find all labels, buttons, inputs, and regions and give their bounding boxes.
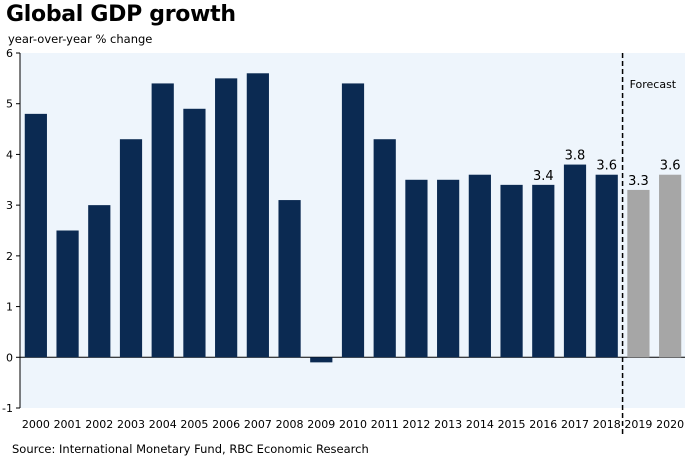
bar-2007 — [246, 73, 269, 358]
x-tick-label: 2014 — [466, 418, 494, 431]
y-tick-label: 2 — [6, 250, 13, 263]
x-tick-label: 2005 — [180, 418, 208, 431]
y-tick-label: 0 — [6, 351, 13, 364]
bar-2010 — [341, 83, 365, 358]
data-label-2020: 3.6 — [660, 159, 681, 174]
bar-2019 — [627, 189, 650, 358]
y-tick-label: 4 — [6, 148, 13, 161]
x-tick-label: 2009 — [307, 418, 335, 431]
x-tick-label: 2019 — [624, 418, 652, 431]
chart-subtitle: year-over-year % change — [8, 32, 153, 46]
x-tick-label: 2015 — [498, 418, 526, 431]
source-note: Source: International Monetary Fund, RBC… — [12, 442, 369, 456]
bar-2018 — [595, 174, 618, 358]
x-tick-label: 2017 — [561, 418, 589, 431]
bar-2002 — [88, 205, 111, 358]
bar-2003 — [119, 139, 143, 358]
y-tick-label: 6 — [6, 47, 13, 60]
data-label-2016: 3.4 — [533, 169, 554, 184]
data-label-2017: 3.8 — [565, 149, 586, 164]
x-tick-label: 2016 — [529, 418, 557, 431]
x-tick-label: 2011 — [371, 418, 399, 431]
x-tick-label: 2012 — [402, 418, 430, 431]
bar-2014 — [468, 174, 491, 358]
x-tick-label: 2008 — [276, 418, 304, 431]
x-tick-label: 2010 — [339, 418, 367, 431]
x-tick-label: 2007 — [244, 418, 272, 431]
y-tick-label: -1 — [2, 402, 13, 415]
x-tick-label: 2018 — [593, 418, 621, 431]
x-tick-label: 2000 — [22, 418, 50, 431]
bar-2013 — [437, 179, 460, 358]
y-tick-label: 3 — [6, 199, 13, 212]
bar-2015 — [500, 184, 523, 358]
bar-2005 — [183, 108, 206, 358]
x-tick-label: 2006 — [212, 418, 240, 431]
y-tick-label: 5 — [6, 98, 13, 111]
bar-2006 — [215, 78, 238, 358]
data-label-2018: 3.6 — [596, 159, 617, 174]
y-tick-label: 1 — [6, 301, 13, 314]
bar-2008 — [278, 200, 301, 358]
x-tick-label: 2020 — [656, 418, 684, 431]
bar-2016 — [532, 184, 555, 358]
forecast-label: Forecast — [630, 78, 677, 91]
bar-2011 — [373, 139, 396, 358]
chart-title: Global GDP growth — [6, 2, 236, 27]
bar-2012 — [405, 179, 428, 358]
x-tick-label: 2001 — [54, 418, 82, 431]
x-tick-label: 2004 — [149, 418, 177, 431]
bar-2009 — [310, 357, 333, 363]
x-tick-label: 2003 — [117, 418, 145, 431]
bar-2000 — [24, 113, 47, 358]
bar-2001 — [56, 230, 79, 358]
bar-2020 — [659, 174, 682, 358]
data-label-2019: 3.3 — [628, 174, 649, 189]
x-tick-label: 2002 — [85, 418, 113, 431]
x-tick-label: 2013 — [434, 418, 462, 431]
bar-2004 — [151, 83, 174, 358]
bar-2017 — [563, 164, 587, 358]
